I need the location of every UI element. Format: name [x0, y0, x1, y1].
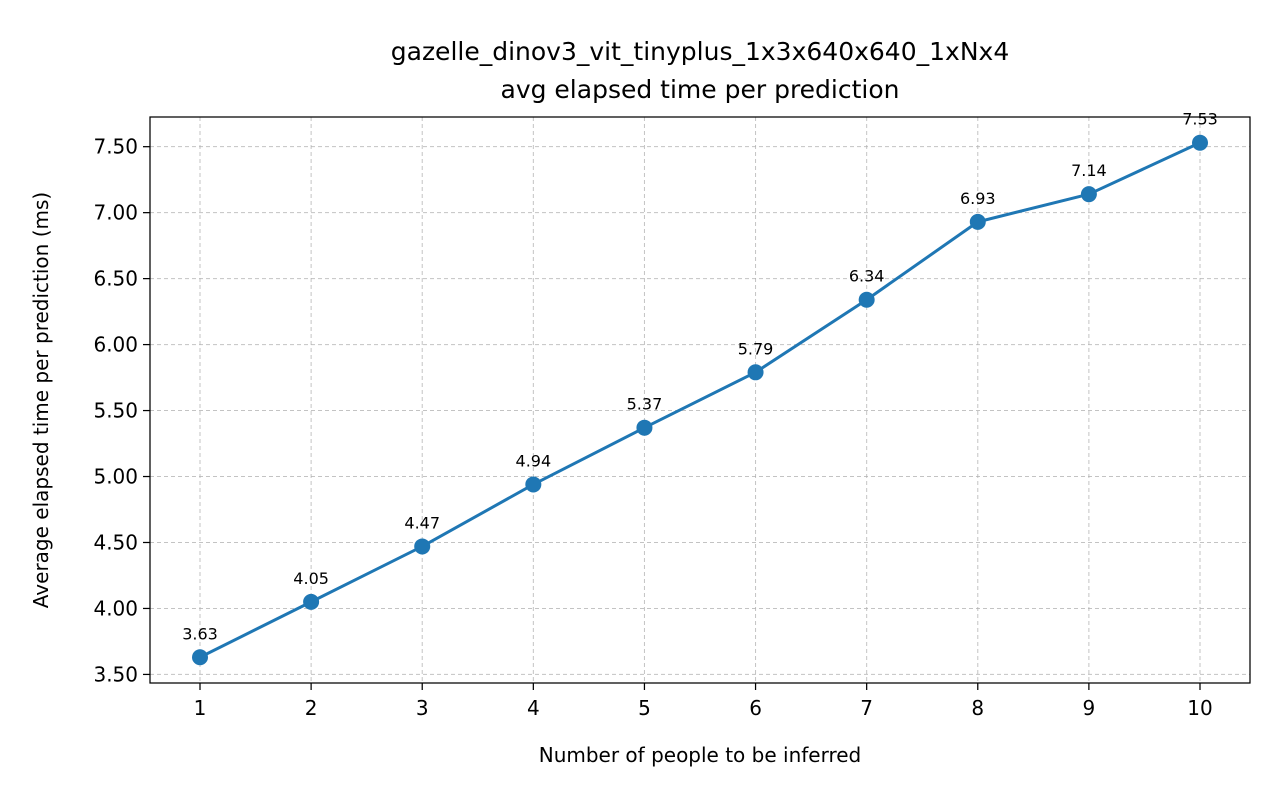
x-tick-label: 6 — [749, 696, 762, 720]
y-tick-label: 4.00 — [93, 596, 138, 620]
y-axis-label: Average elapsed time per prediction (ms) — [29, 192, 53, 608]
y-tick-label: 7.00 — [93, 201, 138, 225]
y-tick-label: 5.50 — [93, 399, 138, 423]
x-tick-label: 5 — [638, 696, 651, 720]
x-tick-label: 2 — [305, 696, 318, 720]
data-point-marker — [1080, 186, 1097, 203]
data-point-marker — [414, 538, 431, 555]
y-tick-label: 5.00 — [93, 465, 138, 489]
x-tick-label: 1 — [194, 696, 207, 720]
axis-ticks: 1 2 3 4 5 6 7 8 9 10 3.50 4.00 4.50 5.00 5.50 6.00 6.50 7… — [93, 135, 1212, 720]
data-point-marker — [969, 213, 986, 230]
grid — [150, 117, 1250, 683]
x-tick-label: 3 — [416, 696, 429, 720]
y-tick-label: 4.50 — [93, 530, 138, 554]
y-tick-label: 6.00 — [93, 333, 138, 357]
x-tick-label: 9 — [1083, 696, 1096, 720]
x-axis-label: Number of people to be inferred — [539, 743, 862, 767]
x-tick-label: 7 — [860, 696, 873, 720]
data-point-marker — [1192, 134, 1208, 151]
x-tick-label: 10 — [1187, 696, 1212, 720]
chart-title-line-2: avg elapsed time per prediction — [501, 75, 900, 104]
data-point-label: 3.63 — [182, 624, 218, 643]
data-point-marker — [858, 291, 875, 308]
chart-title-line-1: gazelle_dinov3_vit_tinyplus_1x3x640x640_… — [391, 37, 1009, 66]
data-point-label: 7.14 — [1071, 161, 1107, 180]
data-point-marker — [747, 364, 764, 381]
data-series — [192, 134, 1208, 666]
data-point-label: 6.93 — [960, 189, 996, 208]
data-point-label: 4.47 — [404, 513, 440, 532]
data-point-label: 7.53 — [1182, 110, 1218, 129]
data-point-label: 5.37 — [627, 395, 663, 414]
x-tick-label: 4 — [527, 696, 540, 720]
data-point-marker — [192, 649, 208, 666]
data-point-label: 4.94 — [516, 451, 552, 470]
data-labels: 3.63 4.05 4.47 4.94 5.37 5.79 6.34 6.93 7.14 7.53 — [182, 110, 1218, 644]
data-point-marker — [525, 476, 542, 493]
series-line — [198, 141, 1202, 659]
data-point-label: 4.05 — [293, 569, 329, 588]
data-point-label: 6.34 — [849, 267, 885, 286]
y-tick-label: 7.50 — [93, 135, 138, 159]
x-tick-label: 8 — [971, 696, 984, 720]
y-tick-label: 3.50 — [93, 662, 138, 686]
data-point-label: 5.79 — [738, 339, 774, 358]
data-point-marker — [636, 419, 653, 436]
y-tick-label: 6.50 — [93, 267, 138, 291]
data-point-marker — [303, 593, 320, 610]
plot-area-frame — [149, 116, 1251, 684]
